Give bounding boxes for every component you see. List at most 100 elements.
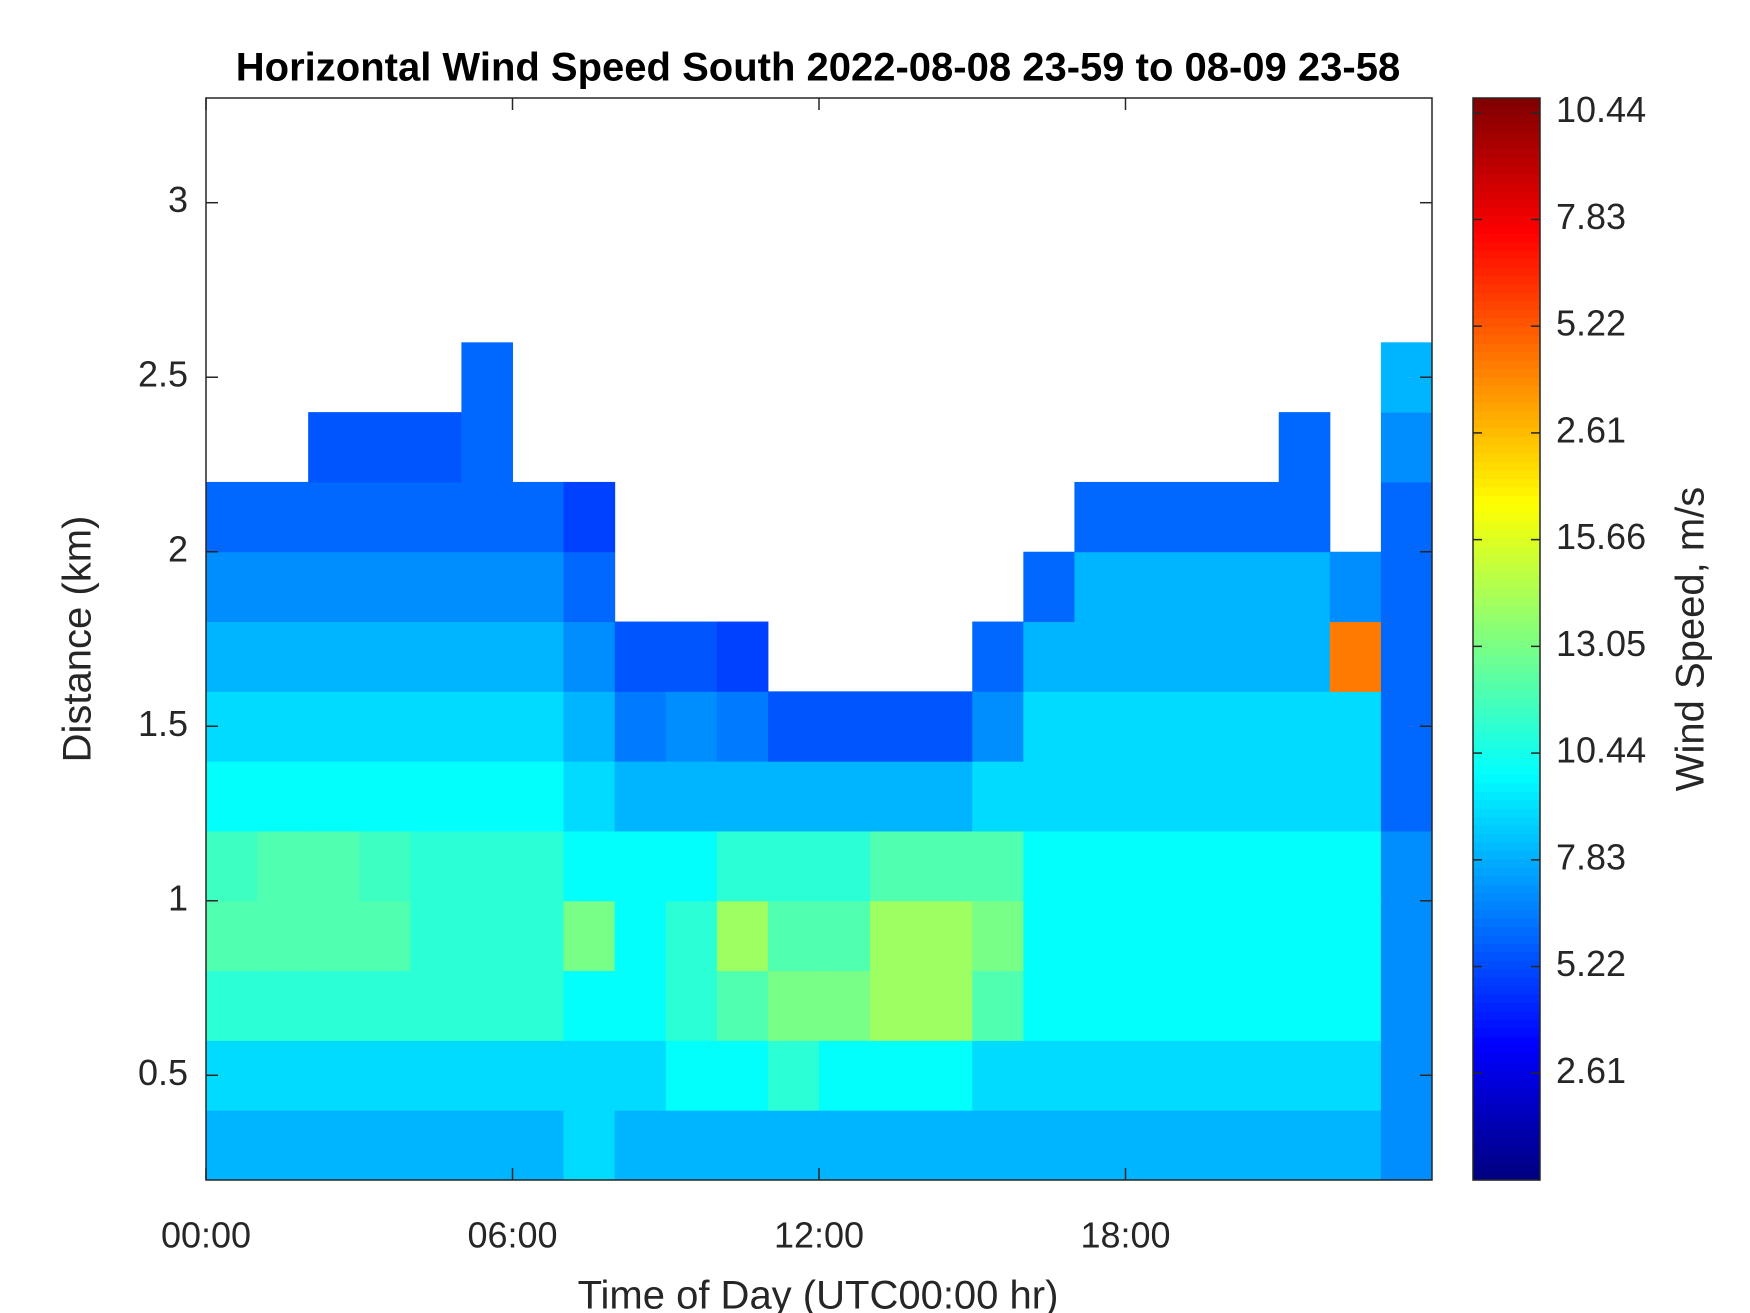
colorbar-swatch [1473, 875, 1540, 885]
heat-cell [563, 621, 616, 692]
heat-cell [563, 1040, 616, 1111]
heat-cell [1176, 691, 1229, 762]
colorbar-swatch [1473, 1129, 1540, 1139]
colorbar-swatch [1473, 808, 1540, 818]
heat-cell [1074, 970, 1126, 1041]
heat-cell [1176, 900, 1229, 972]
colorbar-swatch [1473, 148, 1540, 158]
heat-cell [563, 1110, 616, 1181]
heat-cell [1278, 621, 1331, 692]
heat-cell [1074, 1040, 1126, 1111]
heat-cell [665, 830, 718, 902]
colorbar-swatch [1473, 275, 1540, 285]
colorbar-swatch [1473, 639, 1540, 649]
colorbar-tick-label: 5.22 [1556, 303, 1626, 344]
colorbar-swatch [1473, 689, 1540, 699]
heat-cell [410, 1040, 462, 1111]
heat-cell [1278, 1040, 1331, 1111]
colorbar-swatch [1473, 292, 1540, 302]
heat-cell [1380, 761, 1433, 832]
heat-cell [410, 970, 462, 1041]
heat-cell [767, 1040, 820, 1111]
colorbar-swatch [1473, 131, 1540, 141]
colorbar-swatch [1473, 157, 1540, 167]
heat-cell [512, 970, 565, 1041]
heat-cell [461, 342, 513, 413]
colorbar-swatch [1473, 410, 1540, 420]
colorbar-swatch [1473, 1095, 1540, 1105]
heat-cell [870, 830, 922, 902]
heat-cell [206, 1110, 258, 1181]
colorbar-swatch [1473, 901, 1540, 911]
chart-title: Horizontal Wind Speed South 2022-08-08 2… [236, 46, 1400, 90]
heat-cell [257, 621, 309, 692]
heat-cell [359, 1110, 411, 1181]
heat-cell [819, 830, 871, 902]
heat-cell [614, 761, 667, 832]
heat-cell [1074, 551, 1126, 623]
colorbar-swatch [1473, 994, 1540, 1004]
heat-cell [308, 691, 360, 762]
heat-cell [1227, 691, 1280, 762]
colorbar-tick-label: 13.05 [1556, 623, 1646, 664]
heat-cell [972, 691, 1024, 762]
heat-cell [972, 621, 1024, 692]
colorbar-swatch [1473, 495, 1540, 505]
heat-cell [1380, 621, 1433, 692]
heat-cell [1329, 551, 1382, 623]
heat-cell [1074, 691, 1126, 762]
heat-cell [461, 900, 513, 972]
heat-cell [461, 481, 513, 553]
heat-cell [563, 900, 616, 972]
heat-cell [1176, 761, 1229, 832]
heat-cell [206, 481, 258, 553]
colorbar-swatch [1473, 943, 1540, 953]
heat-cell [512, 900, 565, 972]
colorbar-swatch [1473, 546, 1540, 556]
heat-cell [308, 1110, 360, 1181]
heat-cell [1380, 970, 1433, 1041]
heat-cell [410, 900, 462, 972]
colorbar-swatch [1473, 478, 1540, 488]
heat-cell [206, 551, 258, 623]
heat-cell [1329, 830, 1382, 902]
colorbar-swatch [1473, 977, 1540, 987]
y-tick-label: 1 [168, 877, 188, 918]
heat-cell [819, 900, 871, 972]
heatmap [206, 342, 1433, 1181]
x-tick-label: 06:00 [467, 1215, 557, 1256]
colorbar-swatch [1473, 605, 1540, 615]
heat-cell [1074, 481, 1126, 553]
colorbar-swatch [1473, 562, 1540, 572]
colorbar-swatch [1473, 419, 1540, 429]
heat-cell [1176, 1040, 1229, 1111]
heat-cell [665, 970, 718, 1041]
heat-cell [308, 621, 360, 692]
heat-cell [1227, 761, 1280, 832]
heat-cell [1125, 830, 1178, 902]
colorbar-swatch [1473, 1036, 1540, 1046]
heat-cell [1329, 1110, 1382, 1181]
heat-cell [1329, 970, 1382, 1041]
colorbar-swatch [1473, 740, 1540, 750]
heat-cell [972, 970, 1024, 1041]
colorbar-swatch [1473, 960, 1540, 970]
heat-cell [461, 830, 513, 902]
heat-cell [972, 830, 1024, 902]
colorbar-swatch [1473, 791, 1540, 801]
heat-cell [206, 900, 258, 972]
colorbar-swatch [1473, 892, 1540, 902]
heat-cell [1227, 900, 1280, 972]
heat-cell [563, 551, 616, 623]
heat-cell [1125, 551, 1178, 623]
heat-cell [1023, 621, 1075, 692]
heat-cell [512, 830, 565, 902]
colorbar-swatch [1473, 824, 1540, 835]
colorbar-swatch [1473, 968, 1540, 978]
heat-cell [410, 481, 462, 553]
colorbar-tick-label: 2.61 [1556, 1050, 1626, 1091]
heat-cell [359, 551, 411, 623]
heat-cell [359, 412, 411, 483]
heat-cell [1125, 481, 1178, 553]
